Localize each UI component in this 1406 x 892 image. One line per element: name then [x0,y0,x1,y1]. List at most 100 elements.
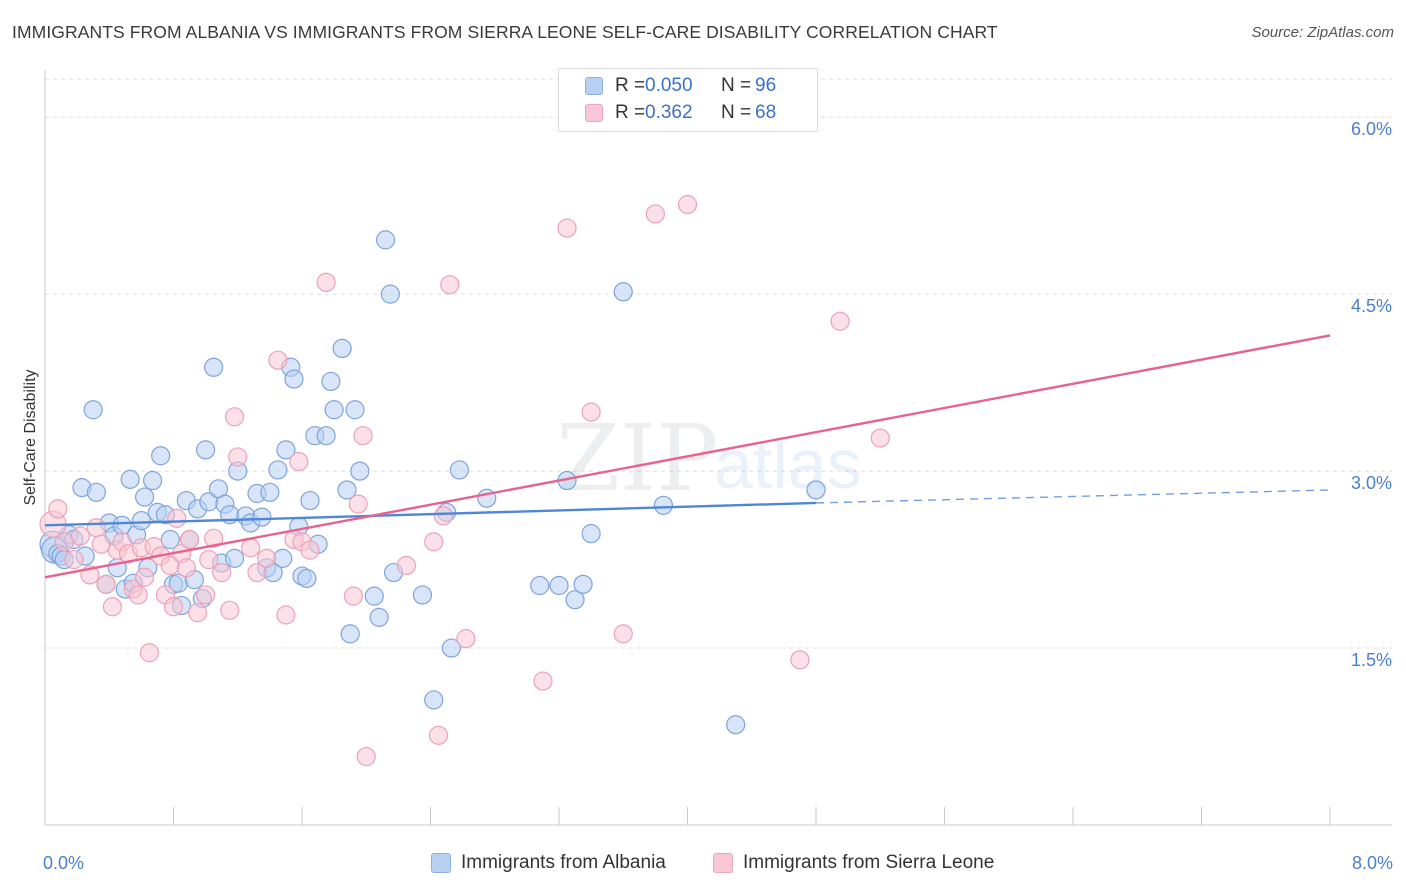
sierra-leone-point [613,624,633,644]
sierra-leone-point [276,605,296,625]
sierra-leone-point [139,643,160,663]
tick-labels: 1.5% 3.0% 4.5% 6.0% 0.0% 8.0% Self-Care Disabi… [22,119,1393,873]
albania-point [131,511,151,531]
sierra-leone-point [645,204,665,224]
albania-point [449,460,470,480]
albania-point [252,507,272,527]
albania-point [340,624,360,644]
x-tick-label: 0.0% [43,853,84,873]
albania-point [441,638,461,658]
legend-swatch-pink [585,104,603,122]
sierra-leone-point [557,218,577,238]
y-tick-label: 3.0% [1351,473,1392,493]
albania-point [653,495,674,515]
albania-point [806,480,826,500]
albania-point [276,440,296,460]
y-tick-label: 6.0% [1351,119,1392,139]
sierra-leone-point [102,597,123,617]
legend-r-label: R = [615,102,646,123]
albania-point [364,586,384,606]
sierra-leone-point [870,428,890,448]
legend-n-label: N = [721,75,752,96]
sierra-leone-point [64,549,84,570]
sierra-leone-point [163,597,184,617]
sierra-leone-point [677,194,698,215]
gridlines [45,78,1392,649]
sierra-leone-point [348,494,368,514]
albania-point [549,575,569,596]
axes [44,70,1392,826]
series-legend-albania[interactable]: Immigrants from Albania [431,852,666,874]
legend-row-sierra-leone: R = 0.362 N = 68 [585,100,776,126]
series-swatch-pink [713,853,733,873]
chart-source: Source: ZipAtlas.com [1251,24,1394,41]
albania-point [350,461,370,481]
legend-n-label: N = [721,102,752,123]
albania-point [160,529,180,550]
legend-r-label: R = [615,75,646,96]
albania-point [337,480,357,500]
sierra-leone-point [428,725,449,745]
sierra-leone-point [533,671,553,691]
sierra-leone-point [167,508,187,528]
albania-point [332,338,352,359]
sierra-leone-point [356,746,376,767]
albania-point [375,230,396,250]
albania-point [120,469,140,489]
albania-point [316,426,336,446]
sierra-leone-point [257,548,277,568]
sierra-leone-point [316,272,336,292]
series-label-sierra-leone: Immigrants from Sierra Leone [743,852,995,873]
albania-point [204,357,224,377]
albania-point [380,284,400,304]
sierra-leone-point [134,567,155,587]
sierra-leone-point [424,532,444,552]
albania-point [424,690,444,710]
legend-r-value: 0.362 [645,102,693,123]
sierra-leone-point [268,350,288,370]
series-legend-sierra-leone[interactable]: Immigrants from Sierra Leone [713,852,994,874]
sierra-leone-point [228,447,248,467]
sierra-leone-trend-line [44,334,1331,579]
chart-title: IMMIGRANTS FROM ALBANIA VS IMMIGRANTS FR… [12,22,998,42]
albania-point [86,482,107,502]
x-tick-label: 8.0% [1352,853,1393,873]
sierra-leone-point [199,549,219,570]
series-swatch-blue [431,853,451,873]
albania-point [581,524,601,544]
sierra-leone-point [91,534,111,554]
albania-point [530,575,550,596]
series-label-albania: Immigrants from Albania [461,852,666,873]
albania-point [224,548,245,568]
legend-swatch-blue [585,77,603,95]
sierra-leone-point [220,600,240,620]
sierra-leone-point [581,402,601,422]
series-legend: Immigrants from Albania Immigrants from … [0,852,1406,876]
sierra-leone-point [300,540,320,560]
sierra-leone-point [70,526,90,546]
y-tick-label: 1.5% [1351,650,1392,670]
albania-point [260,482,280,502]
albania-point [345,400,365,420]
sierra-leone-point [353,426,373,446]
albania-trend-extension [815,489,1331,504]
sierra-leone-point [86,518,107,538]
sierra-leone-point [830,311,850,331]
albania-point [321,371,341,392]
albania-point [412,585,433,605]
sierra-leone-point [204,528,224,548]
legend-r-value: 0.050 [645,75,693,96]
albania-point [726,715,746,735]
sierra-leone-point [96,574,116,594]
legend-n-value: 96 [755,75,777,96]
data-points [39,194,890,767]
albania-trend-line [44,501,817,527]
albania-point [565,590,585,610]
albania-point [369,607,389,627]
sierra-leone-point [440,275,460,295]
sierra-leone-point [396,555,417,576]
y-tick-label: 4.5% [1351,296,1392,316]
sierra-leone-point [456,629,476,649]
albania-point [573,574,593,594]
sierra-leone-point [247,562,267,583]
